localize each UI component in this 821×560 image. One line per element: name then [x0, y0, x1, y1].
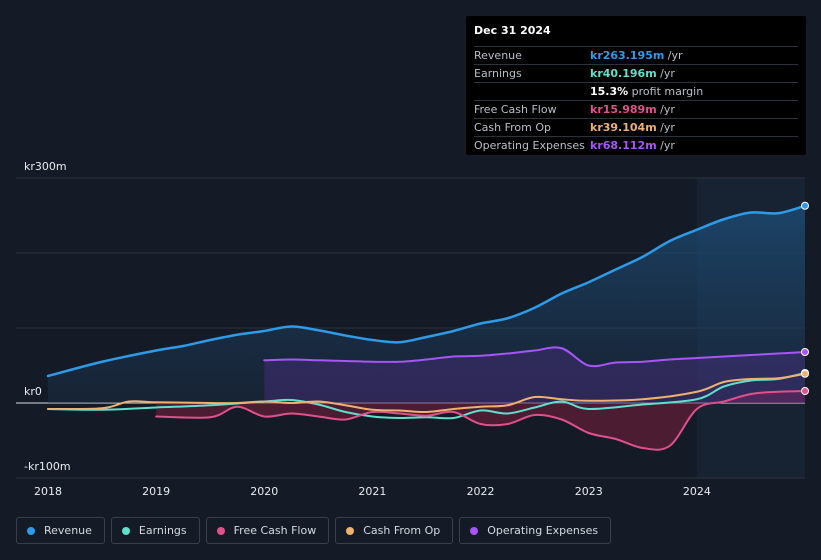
x-tick-label: 2019 [142, 485, 171, 498]
tooltip-panel: Dec 31 2024 Revenue kr263.195m /yr Earning… [466, 16, 806, 155]
free-cash-flow-area [156, 391, 806, 450]
tooltip-row-label [474, 83, 590, 100]
legend-label: Operating Expenses [487, 524, 599, 537]
legend-label: Revenue [44, 524, 92, 537]
free-cash-flow-line [155, 390, 806, 451]
legend-item-free-cash-flow[interactable]: Free Cash Flow [205, 517, 330, 544]
legend-item-operating-expenses[interactable]: Operating Expenses [459, 517, 612, 544]
tooltip-row-value: kr39.104m /yr [590, 121, 675, 134]
tooltip-row-label: Revenue [474, 49, 522, 62]
tooltip-row: Cash From Op kr39.104m /yr [474, 119, 798, 137]
revenue-endpoint[interactable] [801, 201, 809, 210]
tooltip-row: Earnings kr40.196m /yr [474, 65, 798, 83]
legend-label: Free Cash Flow [233, 524, 317, 537]
y-tick-label-top: kr300m [24, 160, 67, 173]
legend-item-revenue[interactable]: Revenue [16, 517, 105, 544]
x-tick-label: 2021 [358, 485, 387, 498]
free-cash-flow-endpoint[interactable] [801, 387, 809, 395]
tooltip-row: Operating Expenses kr68.112m /yr [474, 137, 798, 154]
tooltip-row-label: Free Cash Flow [474, 103, 557, 116]
x-tick-label: 2018 [34, 485, 62, 498]
x-tick-label: 2020 [250, 485, 279, 498]
legend: Revenue Earnings Free Cash Flow Cash From O… [16, 517, 612, 544]
legend-label: Cash From Op [363, 524, 441, 537]
legend-dot-icon [470, 526, 479, 535]
tooltip-date: Dec 31 2024 [474, 24, 798, 47]
tooltip-row-label: Earnings [474, 67, 522, 80]
y-tick-label-zero: kr0 [24, 385, 42, 398]
legend-dot-icon [346, 526, 355, 535]
legend-dot-icon [27, 526, 35, 535]
legend-item-earnings[interactable]: Earnings [110, 517, 200, 544]
cash-from-op-endpoint[interactable] [801, 369, 809, 378]
tooltip-row-value: kr15.989m /yr [590, 103, 675, 116]
revenue-line [46, 204, 807, 378]
y-tick-label-bottom: -kr100m [24, 460, 71, 473]
cash-from-op-line [47, 372, 806, 414]
tooltip-row: 15.3% profit margin [474, 83, 798, 101]
tooltip-row-value: kr40.196m /yr [590, 67, 675, 80]
tooltip-row: Free Cash Flow kr15.989m /yr [474, 101, 798, 119]
legend-dot-icon [216, 526, 225, 535]
legend-label: Earnings [138, 524, 187, 537]
legend-item-cash-from-op[interactable]: Cash From Op [335, 517, 454, 544]
tooltip-row-label: Operating Expenses [474, 139, 585, 152]
operating-expenses-endpoint[interactable] [801, 348, 809, 356]
tooltip-row-value: kr263.195m /yr [590, 49, 683, 62]
x-tick-label: 2024 [682, 485, 711, 498]
tooltip-row: Revenue kr263.195m /yr [474, 47, 798, 65]
legend-dot-icon [121, 526, 130, 535]
operating-expenses-line [263, 346, 806, 368]
revenue-area [48, 205, 805, 403]
tooltip-row-value: kr68.112m /yr [590, 139, 675, 152]
tooltip-row-value: 15.3% profit margin [590, 85, 704, 98]
operating-expenses-area [264, 347, 805, 403]
tooltip-row-label: Cash From Op [474, 121, 552, 134]
x-tick-label: 2022 [466, 485, 495, 498]
x-tick-label: 2023 [574, 485, 603, 498]
